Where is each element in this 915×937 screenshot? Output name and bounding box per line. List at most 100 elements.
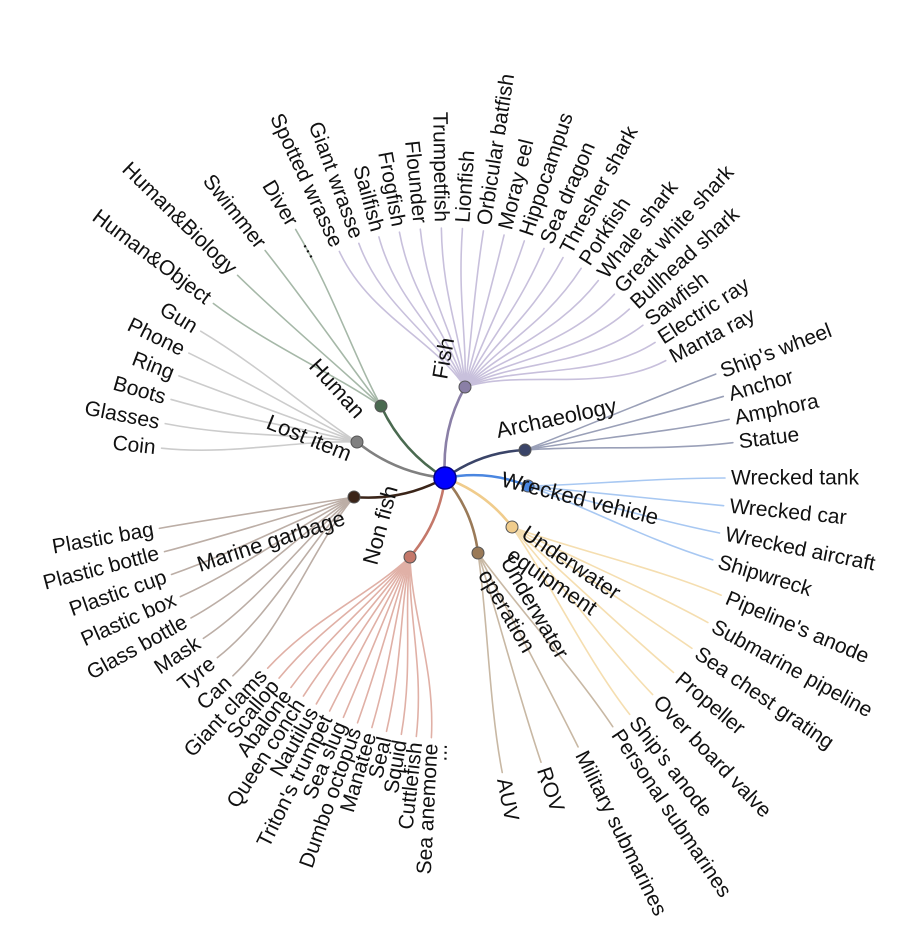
- trunk-fish: [443, 385, 467, 480]
- node-underwater-equipment: [505, 520, 519, 534]
- trunk-human: [379, 404, 447, 480]
- branch-non-fish-8: [371, 556, 411, 729]
- ellipsis-label: ...: [429, 744, 452, 762]
- trunk-underwater-operation: [443, 476, 480, 555]
- node-human: [374, 399, 388, 413]
- leaf-label: AUV: [492, 776, 523, 823]
- category-label-archaeology: Archaeology: [494, 393, 619, 443]
- branch-marine-garbage-1: [163, 496, 355, 553]
- branch-wrecked-vehicle-3: [527, 485, 714, 561]
- branch-underwater-equipment-0: [511, 526, 722, 597]
- node-fish: [458, 380, 472, 394]
- branch-fish-9: [464, 240, 526, 388]
- branch-fish-12: [464, 267, 582, 388]
- branch-wrecked-vehicle-1: [527, 485, 725, 507]
- branch-lost-item-4: [164, 422, 358, 443]
- branch-non-fish-5: [328, 556, 411, 712]
- branch-non-fish-2: [290, 556, 411, 689]
- branch-underwater-equipment-4: [511, 526, 654, 696]
- branch-marine-garbage-6: [216, 496, 355, 659]
- branch-archaeology-2: [524, 418, 730, 451]
- branch-fish-18: [464, 359, 667, 388]
- branch-human-1: [264, 249, 382, 407]
- branch-fish-3: [398, 231, 466, 388]
- branch-lost-item-2: [178, 375, 358, 443]
- branch-marine-garbage-2: [170, 496, 355, 576]
- branch-fish-17: [464, 341, 656, 388]
- branch-underwater-operation-1: [477, 552, 579, 748]
- branch-fish-13: [464, 279, 600, 388]
- node-lost-item: [350, 435, 364, 449]
- branch-lost-item-1: [188, 352, 358, 443]
- branch-underwater-equipment-5: [511, 526, 631, 716]
- leaf-label: Human&Biology: [118, 158, 242, 280]
- branch-archaeology-1: [524, 395, 725, 451]
- branch-non-fish-12: [409, 556, 433, 739]
- node-underwater-operation: [471, 546, 485, 560]
- branch-non-fish-11: [408, 556, 420, 738]
- branch-lost-item-0: [199, 330, 358, 443]
- branch-marine-garbage-7: [232, 496, 355, 677]
- branch-underwater-operation-2: [477, 552, 542, 764]
- branch-lost-item-5: [160, 440, 358, 451]
- trunk-lost-item: [355, 440, 447, 480]
- category-label-wrecked-vehicle: Wrecked vehicle: [499, 467, 661, 530]
- leaf-label: Statue: [737, 423, 800, 453]
- category-label-marine-garbage: Marine garbage: [194, 505, 348, 576]
- node-marine-garbage: [347, 490, 361, 504]
- leaf-label: Pipeline's anode: [722, 587, 872, 668]
- branch-non-fish-3: [302, 556, 411, 697]
- branch-fish-15: [464, 308, 631, 388]
- branch-marine-garbage-4: [190, 496, 355, 619]
- leaf-label: Trumpetfish: [428, 112, 453, 222]
- branch-fish-8: [464, 234, 505, 388]
- branch-human-2: [236, 274, 382, 407]
- branch-fish-5: [440, 227, 466, 388]
- root-node: [433, 466, 457, 490]
- branch-fish-6: [460, 227, 467, 388]
- branch-fish-7: [464, 230, 485, 388]
- branch-fish-0: [338, 250, 466, 388]
- category-nodes: [347, 380, 535, 564]
- branch-marine-garbage-3: [179, 496, 355, 598]
- branch-underwater-equipment-2: [511, 526, 693, 650]
- leaf-label: ROV: [532, 764, 568, 814]
- branch-archaeology-3: [524, 441, 734, 451]
- branch-non-fish-4: [315, 556, 411, 705]
- branch-underwater-operation-3: [477, 552, 504, 774]
- branch-fish-10: [464, 247, 545, 388]
- branch-fish-4: [419, 228, 466, 388]
- branch-non-fish-6: [342, 556, 411, 719]
- branch-human-0: [294, 228, 382, 407]
- branch-fish-1: [358, 242, 466, 388]
- branch-marine-garbage-5: [202, 496, 355, 640]
- leaf-label: Wrecked car: [728, 495, 847, 529]
- branch-underwater-operation-0: [477, 552, 614, 728]
- leaf-label: Lionfish: [451, 150, 479, 224]
- branch-non-fish-1: [278, 556, 411, 679]
- branch-human-3: [212, 302, 382, 407]
- leaf-label: Wrecked tank: [731, 467, 859, 490]
- category-label-non-fish: Non fish: [358, 483, 403, 567]
- branch-lines: [158, 227, 734, 774]
- category-label-lost-item: Lost item: [263, 409, 355, 466]
- branch-fish-11: [464, 256, 564, 388]
- branch-non-fish-9: [385, 556, 411, 733]
- node-wrecked-vehicle: [521, 479, 535, 493]
- node-archaeology: [518, 443, 532, 457]
- branch-non-fish-0: [266, 556, 411, 669]
- branch-fish-14: [464, 293, 616, 388]
- branch-underwater-equipment-3: [511, 526, 675, 674]
- branch-marine-garbage-0: [158, 496, 355, 530]
- branch-fish-2: [378, 236, 466, 388]
- branch-lost-item-3: [170, 398, 358, 443]
- branch-underwater-equipment-1: [511, 526, 709, 624]
- branch-wrecked-vehicle-0: [527, 477, 726, 487]
- branch-archaeology-0: [524, 373, 717, 451]
- leaf-label: Coin: [111, 432, 156, 459]
- branch-wrecked-vehicle-2: [527, 485, 721, 534]
- branch-fish-16: [464, 324, 644, 388]
- node-non-fish: [403, 550, 417, 564]
